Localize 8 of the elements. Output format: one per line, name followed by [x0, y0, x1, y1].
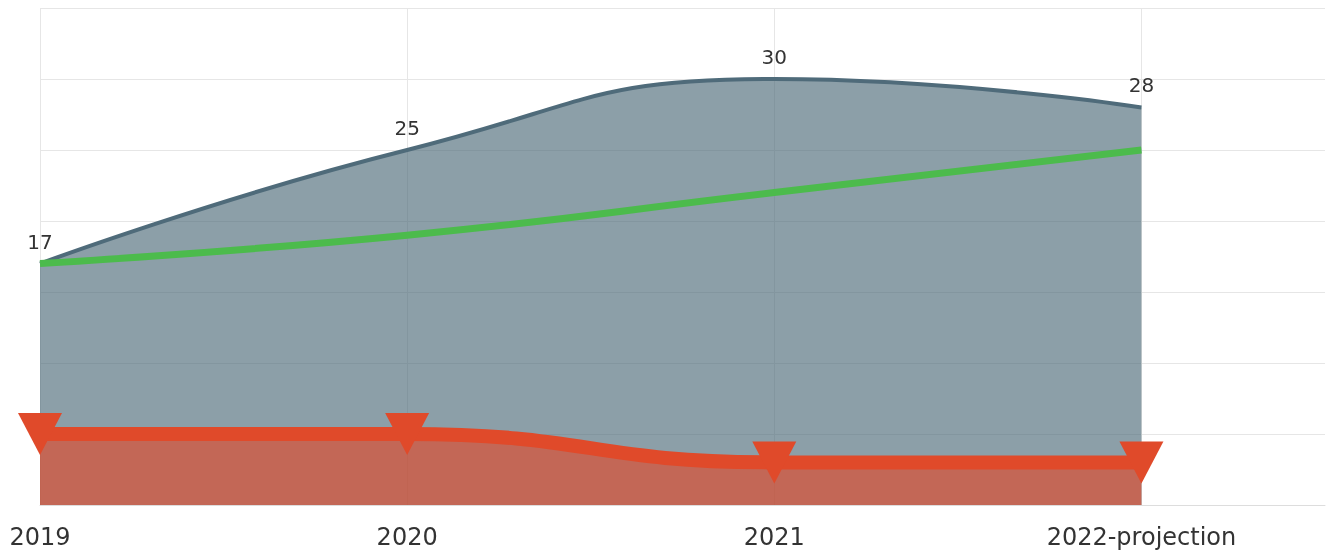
- data-label: 28: [1128, 73, 1155, 98]
- x-tick-label: 2021: [743, 523, 805, 551]
- data-label: 25: [394, 116, 420, 140]
- x-tick-label: 2022-projection: [1046, 523, 1237, 551]
- data-label: 17: [27, 229, 53, 254]
- x-tick-label: 2020: [376, 523, 438, 551]
- data-label: 30: [761, 45, 788, 69]
- x-tick-label: 2019: [9, 523, 71, 551]
